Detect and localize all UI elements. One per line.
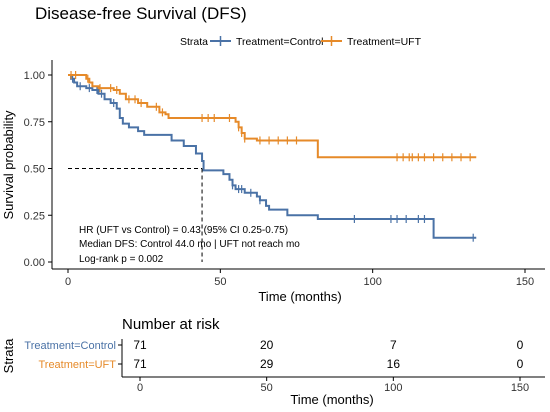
annotation-median: Median DFS: Control 44.0 mo | UFT not re…	[79, 239, 300, 250]
risk-y-axis-title: Strata	[1, 338, 16, 373]
risk-cell-uft: 16	[387, 357, 401, 371]
y-tick-label: 1.00	[24, 70, 45, 82]
x-tick-label: 150	[516, 276, 534, 288]
chart-title: Disease-free Survival (DFS)	[35, 4, 247, 23]
survival-curves	[68, 71, 477, 242]
risk-cell-control: 20	[260, 338, 274, 352]
legend-key-uft	[321, 36, 342, 46]
risk-x-axis-title: Time (months)	[290, 392, 373, 407]
legend: Strata Treatment=Control Treatment=UFT	[180, 36, 422, 48]
risk-row-label-control: Treatment=Control	[24, 340, 116, 352]
legend-title: Strata	[180, 36, 208, 48]
risk-x-tick-label: 150	[511, 382, 529, 394]
x-axis-title: Time (months)	[258, 289, 341, 304]
y-axis-title: Survival probability	[1, 110, 16, 220]
survival-curve-uft	[68, 74, 477, 159]
risk-table-axes: 0 50 100 150	[121, 339, 545, 394]
x-tick-label: 50	[214, 276, 226, 288]
survival-curve-control	[68, 74, 477, 239]
y-tick-label: 0.50	[24, 164, 45, 176]
risk-cell-uft: 0	[517, 357, 524, 371]
risk-x-tick-label: 100	[384, 382, 402, 394]
risk-cell-control: 0	[517, 338, 524, 352]
legend-key-control	[210, 36, 231, 46]
legend-label-uft: Treatment=UFT	[347, 36, 422, 48]
risk-table-title: Number at risk	[122, 316, 220, 333]
annotation-logrank: Log-rank p = 0.002	[79, 254, 164, 265]
risk-cell-control: 7	[390, 338, 397, 352]
y-tick-label: 0.75	[24, 117, 45, 129]
risk-x-tick-label: 0	[137, 382, 143, 394]
annotation-hr: HR (UFT vs Control) = 0.43 (95% CI 0.25-…	[79, 225, 288, 236]
median-reference-lines	[68, 168, 203, 262]
survival-plot-axes: 0.00 0.25 0.50 0.75 1.00 0 50 100 150	[24, 60, 545, 288]
y-tick-label: 0.00	[24, 257, 45, 269]
x-tick-label: 100	[363, 276, 381, 288]
risk-cell-control: 71	[133, 338, 147, 352]
risk-row-label-uft: Treatment=UFT	[38, 359, 116, 371]
risk-x-tick-label: 50	[261, 382, 273, 394]
risk-cell-uft: 29	[260, 357, 274, 371]
y-tick-label: 0.25	[24, 210, 45, 222]
risk-cell-uft: 71	[133, 357, 147, 371]
legend-label-control: Treatment=Control	[236, 36, 323, 48]
x-tick-label: 0	[65, 276, 71, 288]
